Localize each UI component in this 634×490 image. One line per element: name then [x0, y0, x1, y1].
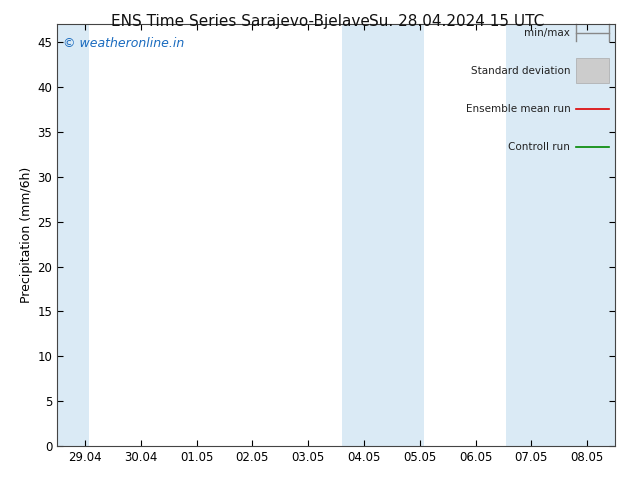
Bar: [342, 24, 424, 446]
Text: Standard deviation: Standard deviation: [471, 66, 571, 76]
Text: ENS Time Series Sarajevo-Bjelave: ENS Time Series Sarajevo-Bjelave: [112, 14, 370, 29]
Bar: [57, 24, 89, 446]
Text: © weatheronline.in: © weatheronline.in: [63, 37, 184, 50]
Y-axis label: Precipitation (mm/6h): Precipitation (mm/6h): [20, 167, 33, 303]
Text: Ensemble mean run: Ensemble mean run: [465, 104, 571, 114]
Text: min/max: min/max: [524, 28, 571, 38]
Text: Controll run: Controll run: [508, 142, 571, 152]
FancyBboxPatch shape: [576, 58, 609, 83]
Bar: [506, 24, 615, 446]
Text: Su. 28.04.2024 15 UTC: Su. 28.04.2024 15 UTC: [369, 14, 544, 29]
